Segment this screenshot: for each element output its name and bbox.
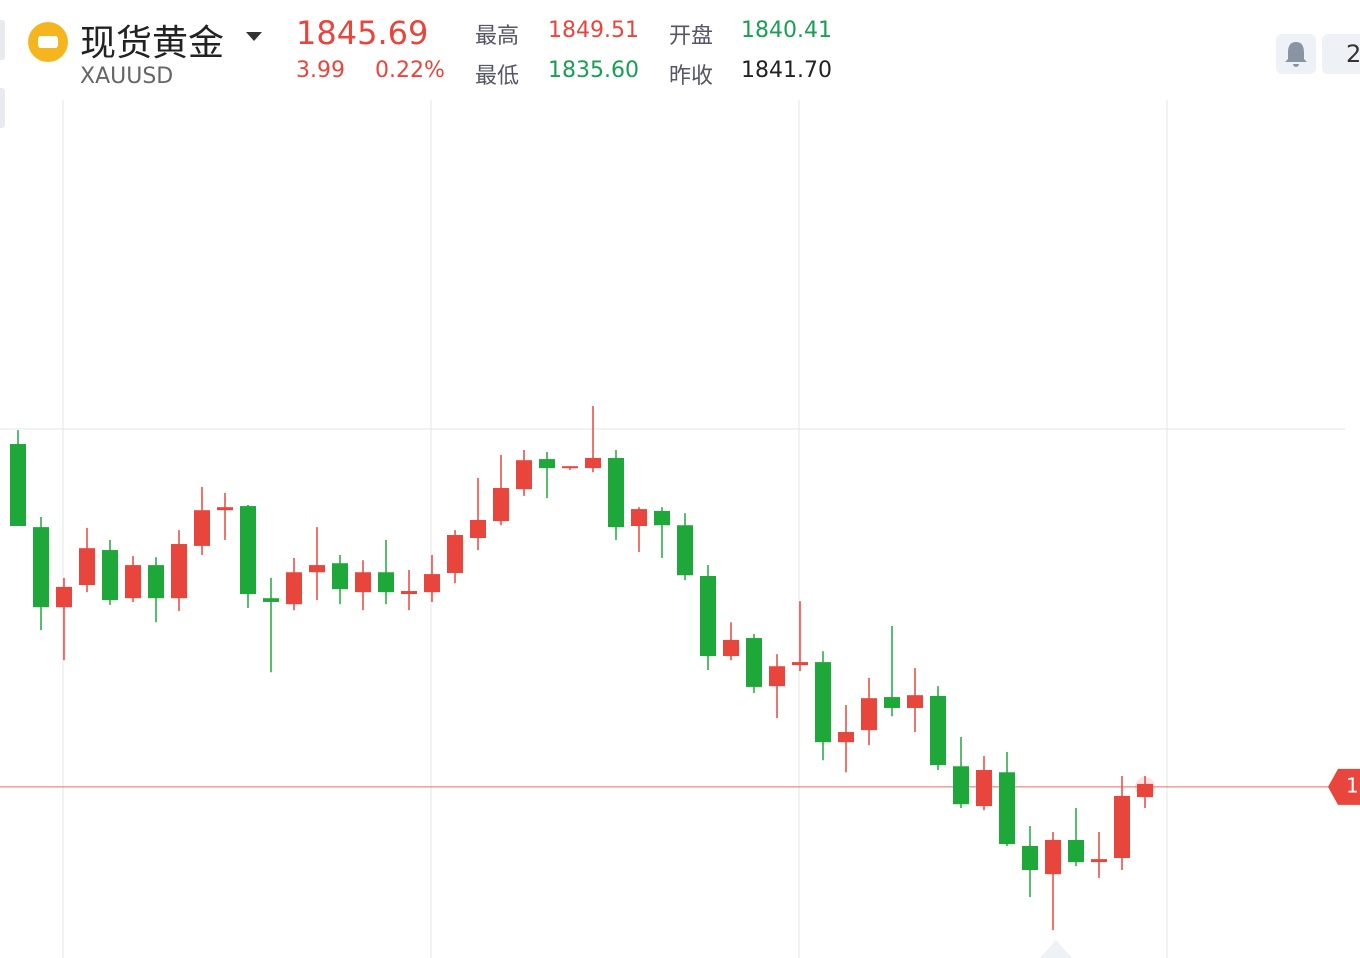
candle-body bbox=[815, 662, 831, 743]
candle-body bbox=[378, 572, 394, 593]
candle-body bbox=[976, 770, 992, 807]
candle-body bbox=[309, 565, 325, 573]
candle-body bbox=[838, 732, 854, 743]
bell-icon bbox=[1285, 42, 1307, 67]
candle-body bbox=[953, 766, 969, 805]
candle-body bbox=[332, 563, 348, 590]
open-label: 开盘 bbox=[669, 24, 714, 49]
candle-body bbox=[1022, 845, 1038, 871]
candle-body bbox=[562, 466, 578, 469]
candle-body bbox=[930, 695, 946, 766]
candle-body bbox=[286, 572, 302, 605]
tab-button[interactable]: 2 bbox=[1322, 34, 1360, 74]
candle-body bbox=[792, 662, 808, 666]
candle-body bbox=[79, 548, 95, 586]
candle-body bbox=[10, 444, 26, 526]
candle-body bbox=[1045, 839, 1061, 875]
price-tag-text: 1 bbox=[1346, 773, 1359, 797]
side-tab[interactable] bbox=[0, 88, 5, 128]
candle-body bbox=[470, 519, 486, 539]
candle-body bbox=[125, 565, 141, 599]
price-tag bbox=[1328, 768, 1360, 805]
candle-body bbox=[1137, 783, 1153, 798]
candle-body bbox=[769, 666, 785, 687]
candle-body bbox=[217, 507, 233, 511]
candle-body bbox=[746, 638, 762, 687]
candle-body bbox=[884, 697, 900, 708]
marker bbox=[1040, 940, 1072, 958]
prev-close-label: 昨收 bbox=[669, 64, 714, 89]
candle-body bbox=[148, 565, 164, 599]
candle-body bbox=[907, 695, 923, 708]
candle-body bbox=[999, 772, 1015, 845]
candle-body bbox=[263, 598, 279, 602]
candle-body bbox=[447, 535, 463, 573]
candle-body bbox=[240, 506, 256, 595]
symbol: XAUUSD bbox=[80, 64, 174, 89]
candle-body bbox=[700, 575, 716, 657]
candle-body bbox=[355, 572, 371, 593]
low-value: 1835.60 bbox=[548, 58, 639, 83]
gold-icon bbox=[28, 22, 68, 62]
last-price: 1845.69 bbox=[296, 14, 429, 52]
candle-body bbox=[493, 488, 509, 522]
change-pct: 0.22% bbox=[375, 58, 445, 83]
candle-body bbox=[608, 457, 624, 528]
last-price-glow bbox=[1135, 776, 1155, 797]
candle-body bbox=[56, 586, 72, 608]
prev-close-value: 1841.70 bbox=[741, 58, 832, 83]
candle-body bbox=[677, 525, 693, 576]
candle-body bbox=[631, 509, 647, 526]
low-label: 最低 bbox=[475, 64, 520, 89]
candle-body bbox=[1114, 795, 1130, 858]
side-tab[interactable] bbox=[0, 20, 5, 60]
alert-button[interactable] bbox=[1276, 34, 1316, 74]
high-value: 1849.51 bbox=[548, 18, 639, 43]
candle-body bbox=[401, 591, 417, 595]
candle-body bbox=[654, 510, 670, 526]
candle-body bbox=[1068, 839, 1084, 863]
dropdown-caret[interactable] bbox=[246, 32, 262, 41]
candle-body bbox=[539, 459, 555, 469]
candle-body bbox=[516, 460, 532, 490]
open-value: 1840.41 bbox=[741, 18, 832, 43]
candle-body bbox=[102, 550, 118, 601]
candle-body bbox=[585, 457, 601, 469]
instrument-name[interactable]: 现货黄金 bbox=[80, 23, 225, 64]
candle-body bbox=[171, 544, 187, 599]
candle-body bbox=[1091, 859, 1107, 863]
change: 3.99 bbox=[296, 58, 345, 83]
high-label: 最高 bbox=[475, 24, 520, 49]
candle-body bbox=[723, 639, 739, 657]
candle-body bbox=[194, 510, 210, 546]
header: 现货黄金 XAUUSD 1845.69 3.99 0.22% 最高 1849.5… bbox=[0, 0, 1360, 128]
candle-body bbox=[861, 698, 877, 731]
candle-body bbox=[33, 527, 49, 608]
candle-body bbox=[424, 574, 440, 593]
